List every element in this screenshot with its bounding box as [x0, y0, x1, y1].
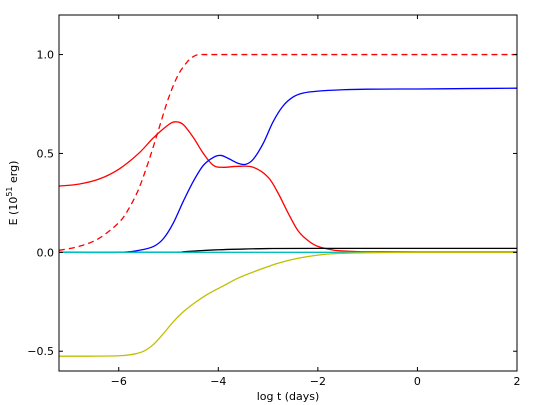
series-line-1 — [59, 121, 517, 253]
series-layer — [59, 53, 517, 357]
y-axis-label-suffix: erg) — [7, 161, 20, 187]
y-axis-label-prefix: E (10 — [7, 197, 20, 226]
x-tick-label: −4 — [210, 375, 226, 388]
y-axis-label: E (1051 erg) — [5, 161, 20, 226]
x-tick-label: −6 — [111, 375, 127, 388]
series-line-5 — [59, 251, 517, 357]
y-tick-label: −0.5 — [27, 345, 54, 358]
y-tick-label: 1.0 — [37, 49, 55, 62]
x-tick-label: 2 — [514, 375, 521, 388]
ticks-layer: −6 −4 −2 0 2 −0.5 0.0 0.5 1.0 — [27, 15, 521, 388]
y-tick-label: 0.0 — [37, 246, 55, 259]
series-line-0 — [59, 53, 517, 251]
series-line-2 — [59, 87, 517, 254]
y-tick-label: 0.5 — [37, 147, 55, 160]
plot-frame — [58, 14, 518, 372]
x-tick-label: 0 — [414, 375, 421, 388]
x-axis-label: log t (days) — [257, 390, 320, 403]
y-axis-label-sup: 51 — [5, 186, 14, 196]
x-tick-label: −2 — [310, 375, 326, 388]
